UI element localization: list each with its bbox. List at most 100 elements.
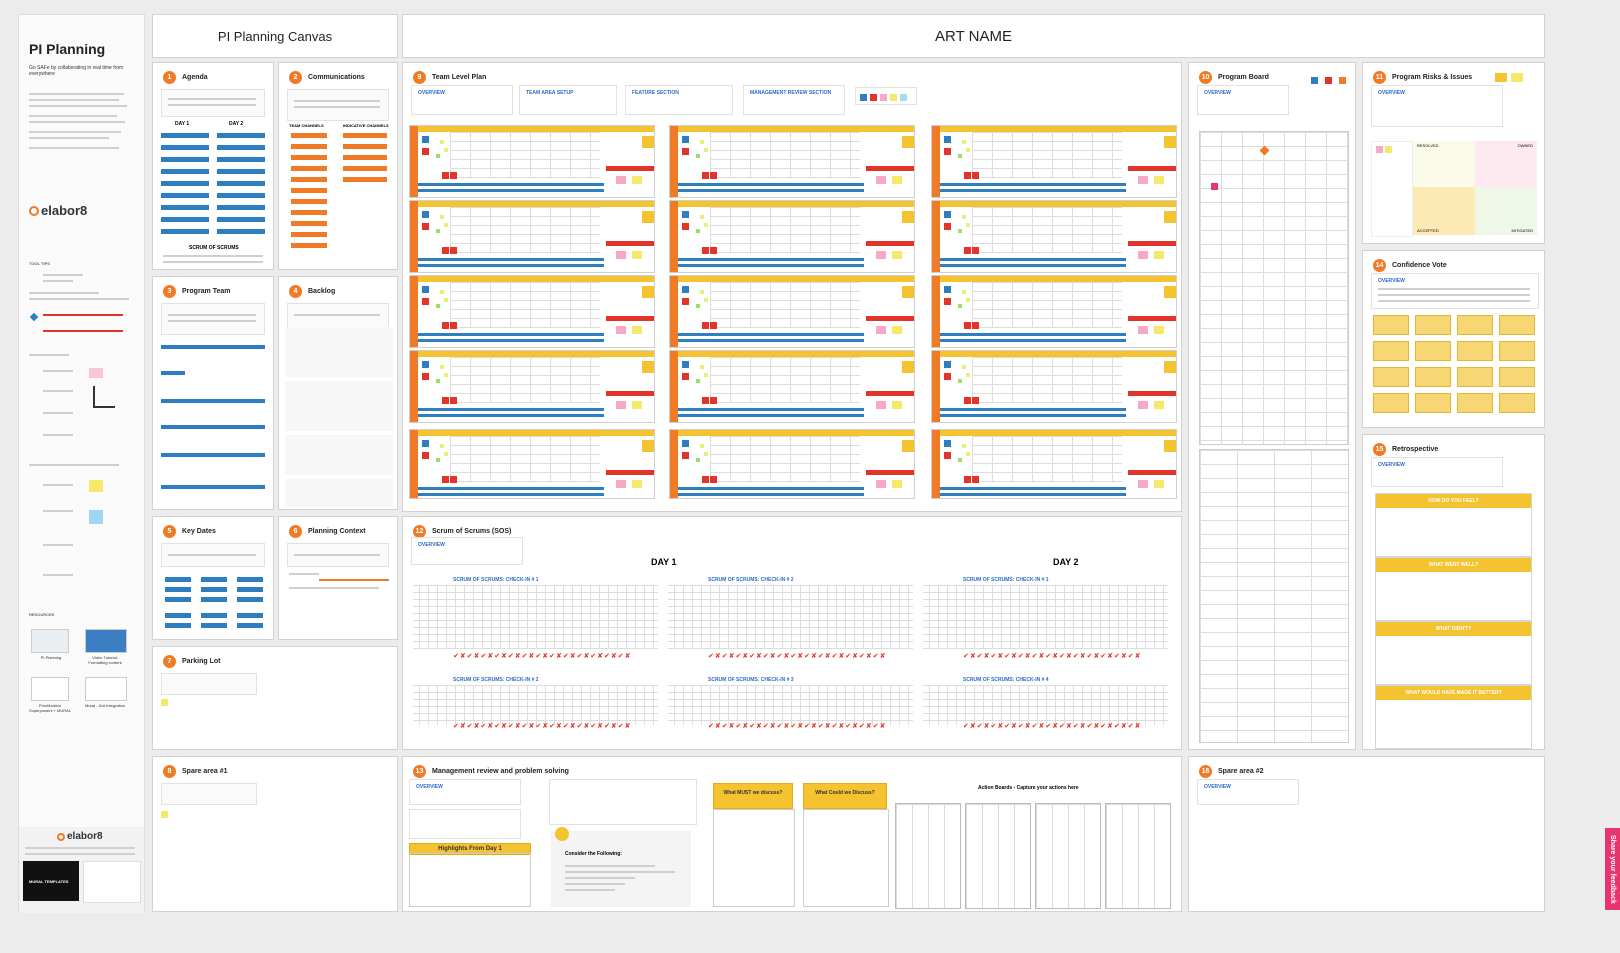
canvas-title-bar: PI Planning Canvas	[152, 14, 398, 58]
program-board-dependency-grid[interactable]	[1199, 449, 1349, 743]
retro-how-feel[interactable]: HOW DO YOU FEEL?	[1375, 493, 1532, 557]
feedback-tab[interactable]: Share your feedback	[1605, 828, 1620, 910]
roam-resolved-quadrant[interactable]: RESOLVED	[1413, 141, 1475, 187]
vote-card[interactable]	[1457, 367, 1493, 387]
sos-checkin[interactable]: SCRUM OF SCRUMS: CHECK-IN # 1 ✔✘✔✘✔✘✔✘✔✘✔…	[923, 575, 1168, 665]
highlights-area[interactable]	[409, 853, 531, 907]
sos-checkin-label: SCRUM OF SCRUMS: CHECK-IN # 3	[708, 677, 794, 683]
vote-card[interactable]	[1415, 341, 1451, 361]
mural-templates-card[interactable]: MURAL TEMPLATES	[23, 861, 79, 901]
sos-overview-label: OVERVIEW	[418, 542, 445, 548]
roam-accepted-quadrant[interactable]: ACCEPTED	[1413, 187, 1475, 235]
vote-card[interactable]	[1499, 367, 1535, 387]
sos-checkin[interactable]: SCRUM OF SCRUMS: CHECK-IN # 1 ✔✘✔✘✔✘✔✘✔✘✔…	[413, 575, 658, 665]
vote-card[interactable]	[1415, 367, 1451, 387]
resource-label-2: Video Tutorial: Formatting content	[88, 655, 122, 665]
team-board[interactable]	[931, 275, 1177, 348]
backlog-lane-1[interactable]	[285, 327, 393, 377]
vote-card[interactable]	[1499, 341, 1535, 361]
action-board[interactable]	[965, 803, 1031, 909]
team-board[interactable]	[669, 275, 915, 348]
team-board[interactable]	[931, 429, 1177, 499]
team-board[interactable]	[409, 125, 655, 198]
roam-mitigated-quadrant[interactable]: MITIGATED	[1475, 187, 1537, 235]
could-discuss-area[interactable]	[803, 809, 889, 907]
vote-card[interactable]	[1373, 341, 1409, 361]
retro-better[interactable]: WHAT WOULD HAVE MADE IT BETTER?	[1375, 685, 1532, 749]
team-board[interactable]	[931, 200, 1177, 273]
team-board[interactable]	[931, 125, 1177, 198]
backlog-lane-2[interactable]	[285, 381, 393, 431]
roam-resolved[interactable]	[1371, 141, 1413, 237]
retro-number: 15	[1373, 443, 1386, 456]
sos-checkin[interactable]: SCRUM OF SCRUMS: CHECK-IN # 2 ✔✘✔✘✔✘✔✘✔✘✔…	[668, 575, 913, 665]
mgmt-notes	[409, 809, 521, 839]
team-board[interactable]	[409, 350, 655, 423]
spare-2-title: Spare area #2	[1218, 768, 1264, 775]
sidebar-subtitle: Go SAFe by collaborating in real time fr…	[29, 65, 124, 77]
vote-card[interactable]	[1373, 367, 1409, 387]
sos-checkin[interactable]: SCRUM OF SCRUMS: CHECK-IN # 4 ✔✘✔✘✔✘✔✘✔✘✔…	[923, 675, 1168, 731]
tool-tips	[29, 270, 137, 600]
team-board[interactable]	[669, 429, 915, 499]
sos-number: 12	[413, 525, 426, 538]
sos-day1: DAY 1	[651, 557, 677, 567]
team-board[interactable]	[669, 125, 915, 198]
vote-card[interactable]	[1457, 315, 1493, 335]
program-team-number: 3	[163, 285, 176, 298]
sos-title: Scrum of Scrums (SOS)	[432, 528, 512, 535]
team-board[interactable]	[931, 350, 1177, 423]
team-board[interactable]	[409, 429, 655, 499]
vote-card[interactable]	[1373, 315, 1409, 335]
risks-number: 11	[1373, 71, 1386, 84]
resources-label: RESOURCES	[29, 612, 55, 617]
confidence-overview-label: OVERVIEW	[1378, 278, 1405, 284]
sidebar-title: PI Planning	[29, 41, 106, 57]
team-level-plan-panel: 9 Team Level Plan OVERVIEW TEAM AREA SETU…	[402, 62, 1182, 512]
agenda-day2: DAY 2	[229, 121, 244, 127]
vote-card[interactable]	[1457, 341, 1493, 361]
template-preview[interactable]	[83, 861, 141, 903]
must-discuss-area[interactable]	[713, 809, 795, 907]
confidence-number: 14	[1373, 259, 1386, 272]
spare-1-overview	[161, 783, 257, 805]
sos-checkin[interactable]: SCRUM OF SCRUMS: CHECK-IN # 3 ✔✘✔✘✔✘✔✘✔✘✔…	[668, 675, 913, 731]
action-board[interactable]	[1105, 803, 1171, 909]
backlog-lane-4[interactable]	[285, 479, 393, 507]
vote-card[interactable]	[1499, 315, 1535, 335]
team-board[interactable]	[669, 200, 915, 273]
action-board[interactable]	[895, 803, 961, 909]
vote-card[interactable]	[1373, 393, 1409, 413]
footer-logo-icon	[57, 832, 65, 841]
must-discuss-header: What MUST we discuss?	[713, 783, 793, 809]
retro-went-well[interactable]: WHAT WENT WELL?	[1375, 557, 1532, 621]
team-board[interactable]	[409, 200, 655, 273]
sidebar-logo[interactable]: elabor8	[29, 203, 87, 218]
retro-better-label: WHAT WOULD HAVE MADE IT BETTER?	[1376, 686, 1531, 700]
parking-lot-overview	[161, 673, 257, 695]
roam-owned-quadrant[interactable]: OWNED	[1475, 141, 1537, 187]
feature-section-label: FEATURE SECTION	[632, 90, 679, 96]
backlog-number: 4	[289, 285, 302, 298]
consider-card: Consider the Following:	[551, 827, 691, 907]
spare-area-2-panel: 16 Spare area #2 OVERVIEW	[1188, 756, 1545, 912]
resource-thumb-2[interactable]	[85, 629, 127, 653]
resource-thumb-1[interactable]	[31, 629, 69, 653]
backlog-lane-3[interactable]	[285, 435, 393, 475]
program-board-grid[interactable]	[1199, 131, 1349, 445]
team-board[interactable]	[669, 350, 915, 423]
sos-checkin-label: SCRUM OF SCRUMS: CHECK-IN # 1	[453, 577, 539, 583]
retro-didnt[interactable]: WHAT DIDN'T?	[1375, 621, 1532, 685]
spare-2-overview: OVERVIEW	[1197, 779, 1299, 805]
action-board[interactable]	[1035, 803, 1101, 909]
sidebar-footer: elabor8 MURAL TEMPLATES	[19, 827, 144, 913]
resource-thumb-3[interactable]	[31, 677, 69, 701]
vote-card[interactable]	[1415, 315, 1451, 335]
planning-context-title: Planning Context	[308, 528, 366, 535]
sos-checkin[interactable]: SCRUM OF SCRUMS: CHECK-IN # 2 ✔✘✔✘✔✘✔✘✔✘✔…	[413, 675, 658, 731]
team-board[interactable]	[409, 275, 655, 348]
vote-card[interactable]	[1415, 393, 1451, 413]
resource-thumb-4[interactable]	[85, 677, 127, 701]
vote-card[interactable]	[1457, 393, 1493, 413]
vote-card[interactable]	[1499, 393, 1535, 413]
